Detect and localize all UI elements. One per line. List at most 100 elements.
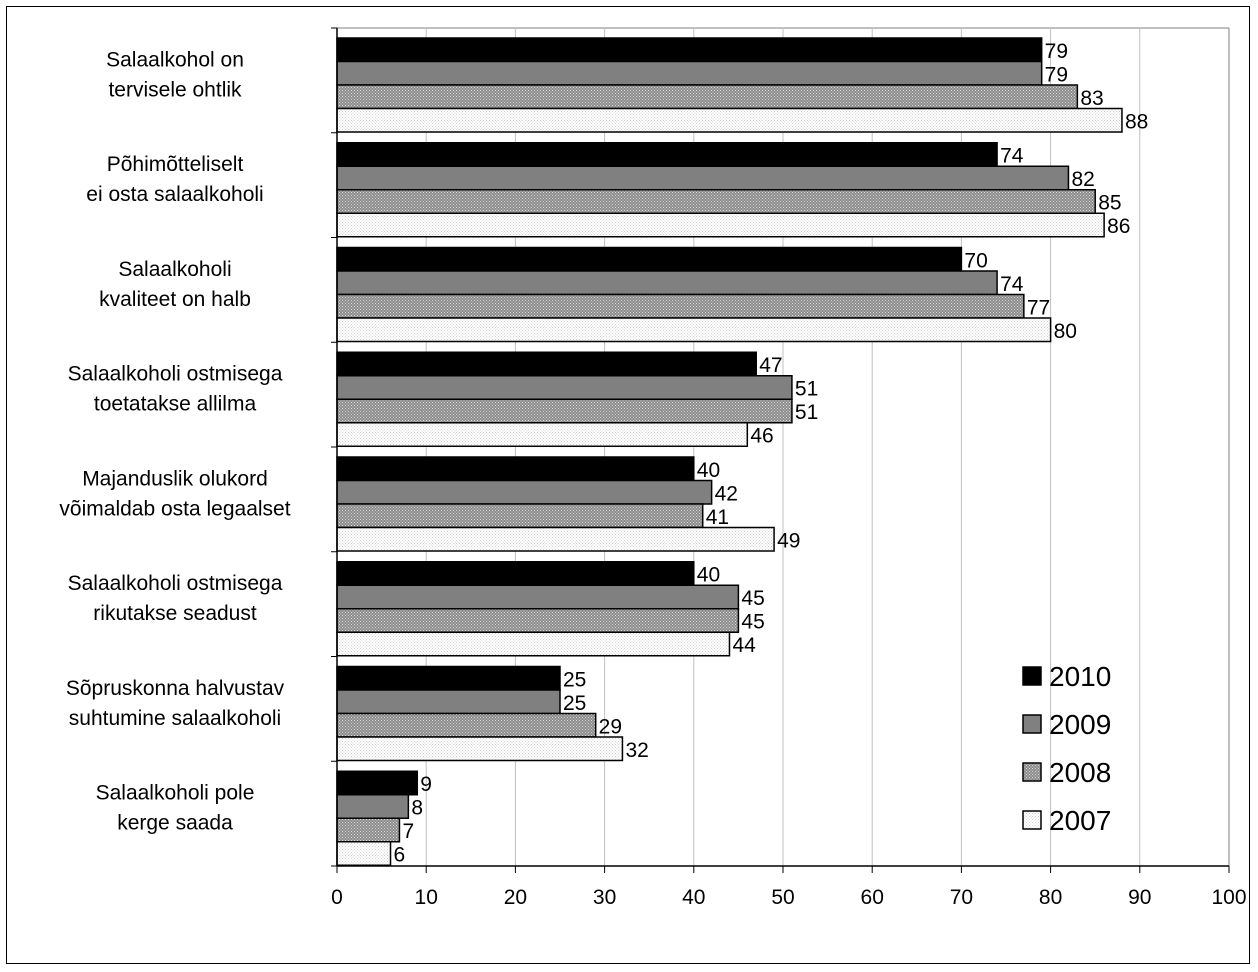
x-tick-label: 50 xyxy=(771,886,794,909)
bar-2007-6 xyxy=(336,736,624,762)
category-label: Põhimõtteliselt xyxy=(107,153,244,176)
data-label: 8 xyxy=(411,797,423,820)
legend: 2010 2009 2008 2007 xyxy=(1022,661,1111,836)
bar-2007-1 xyxy=(336,212,1105,238)
bar-2007-7 xyxy=(336,841,392,866)
data-label: 46 xyxy=(750,425,773,448)
x-tick-label: 0 xyxy=(331,886,343,909)
category-label: Majanduslik olukord xyxy=(82,467,268,490)
legend-label-2007: 2007 xyxy=(1049,805,1111,836)
legend-swatch-2009 xyxy=(1022,714,1042,734)
data-label: 77 xyxy=(1027,296,1050,319)
bar-2008-4 xyxy=(336,503,704,529)
x-tick-label: 10 xyxy=(415,886,438,909)
bar-2009-4 xyxy=(336,479,713,505)
x-tick-label: 30 xyxy=(593,886,616,909)
data-label: 82 xyxy=(1071,168,1094,191)
data-label: 25 xyxy=(563,668,586,691)
data-label: 32 xyxy=(625,739,648,762)
data-label: 70 xyxy=(964,249,987,272)
bar-2010-1 xyxy=(336,142,998,167)
bar-2008-3 xyxy=(336,398,793,424)
category-label: Salaalkohol on xyxy=(106,48,244,71)
bars xyxy=(336,37,1123,866)
category-label: kvaliteet on halb xyxy=(99,288,251,311)
x-tick-label: 60 xyxy=(861,886,884,909)
data-label: 42 xyxy=(715,482,738,505)
bar-2010-5 xyxy=(336,561,695,586)
data-label: 74 xyxy=(1000,145,1024,168)
bar-2007-5 xyxy=(336,631,731,657)
data-label: 49 xyxy=(777,529,800,552)
x-tick-label: 90 xyxy=(1128,886,1151,909)
bar-2009-6 xyxy=(336,689,561,715)
bar-2007-2 xyxy=(336,317,1052,343)
legend-label-2008: 2008 xyxy=(1049,757,1111,788)
category-label: Salaalkoholi ostmisega xyxy=(68,572,283,595)
category-label: Salaalkoholi pole xyxy=(96,782,255,805)
data-label: 83 xyxy=(1080,87,1103,110)
category-label: kerge saada xyxy=(117,812,233,835)
x-tick-label: 40 xyxy=(682,886,705,909)
bar-2009-5 xyxy=(336,584,740,610)
data-label: 45 xyxy=(741,587,764,610)
category-label: suhtumine salaalkoholi xyxy=(69,707,281,730)
category-label: Salaalkoholi xyxy=(118,258,231,281)
bar-2010-0 xyxy=(336,37,1043,63)
data-label: 88 xyxy=(1125,110,1148,133)
x-tick-label: 80 xyxy=(1039,886,1062,909)
data-label: 40 xyxy=(697,459,720,482)
data-label: 80 xyxy=(1054,320,1077,343)
bar-2009-0 xyxy=(336,60,1043,86)
data-label: 7 xyxy=(402,820,414,843)
data-label: 45 xyxy=(741,611,764,634)
category-label: Sõpruskonna halvustav xyxy=(66,677,285,700)
x-tick-label: 20 xyxy=(504,886,527,909)
bar-2008-5 xyxy=(336,608,740,633)
data-label: 85 xyxy=(1098,192,1121,215)
data-label: 9 xyxy=(420,773,432,796)
bar-2010-2 xyxy=(336,246,963,272)
bar-2008-6 xyxy=(336,712,597,738)
bar-2010-6 xyxy=(336,665,561,691)
category-label: rikutakse seadust xyxy=(93,602,257,625)
data-label: 86 xyxy=(1107,215,1130,238)
bar-2008-0 xyxy=(336,84,1079,110)
legend-swatch-2007 xyxy=(1022,810,1042,830)
bar-2008-1 xyxy=(336,189,1096,214)
bar-2008-2 xyxy=(336,293,1025,319)
data-label: 47 xyxy=(759,354,782,377)
bar-2008-7 xyxy=(336,817,401,843)
category-label: tervisele ohtlik xyxy=(108,78,242,101)
bar-2009-2 xyxy=(336,270,998,296)
category-label: võimaldab osta legaalset xyxy=(59,497,290,520)
axes xyxy=(331,27,1230,873)
legend-label-2010: 2010 xyxy=(1049,661,1111,692)
data-label: 79 xyxy=(1045,40,1068,63)
legend-swatch-2010 xyxy=(1022,666,1042,686)
bar-2010-3 xyxy=(336,351,757,377)
bar-2010-4 xyxy=(336,456,695,482)
data-label: 51 xyxy=(795,401,818,424)
category-label: Salaalkoholi ostmisega xyxy=(68,363,283,386)
bar-2007-4 xyxy=(336,526,775,552)
data-label: 79 xyxy=(1045,63,1068,86)
bar-2007-0 xyxy=(336,107,1123,133)
legend-swatch-2008 xyxy=(1022,762,1042,782)
data-label: 51 xyxy=(795,378,818,401)
category-label: toetatakse allilma xyxy=(94,393,257,416)
bar-2010-7 xyxy=(336,770,419,796)
category-label: ei osta salaalkoholi xyxy=(86,183,263,206)
bar-2007-3 xyxy=(336,422,749,447)
data-label: 40 xyxy=(697,564,720,587)
data-label: 29 xyxy=(599,715,622,738)
data-label: 25 xyxy=(563,692,586,715)
data-label: 74 xyxy=(1000,273,1024,296)
data-label: 6 xyxy=(394,844,406,867)
data-label: 44 xyxy=(732,634,756,657)
bar-2009-3 xyxy=(336,375,793,400)
data-label: 41 xyxy=(706,506,729,529)
legend-label-2009: 2009 xyxy=(1049,709,1111,740)
